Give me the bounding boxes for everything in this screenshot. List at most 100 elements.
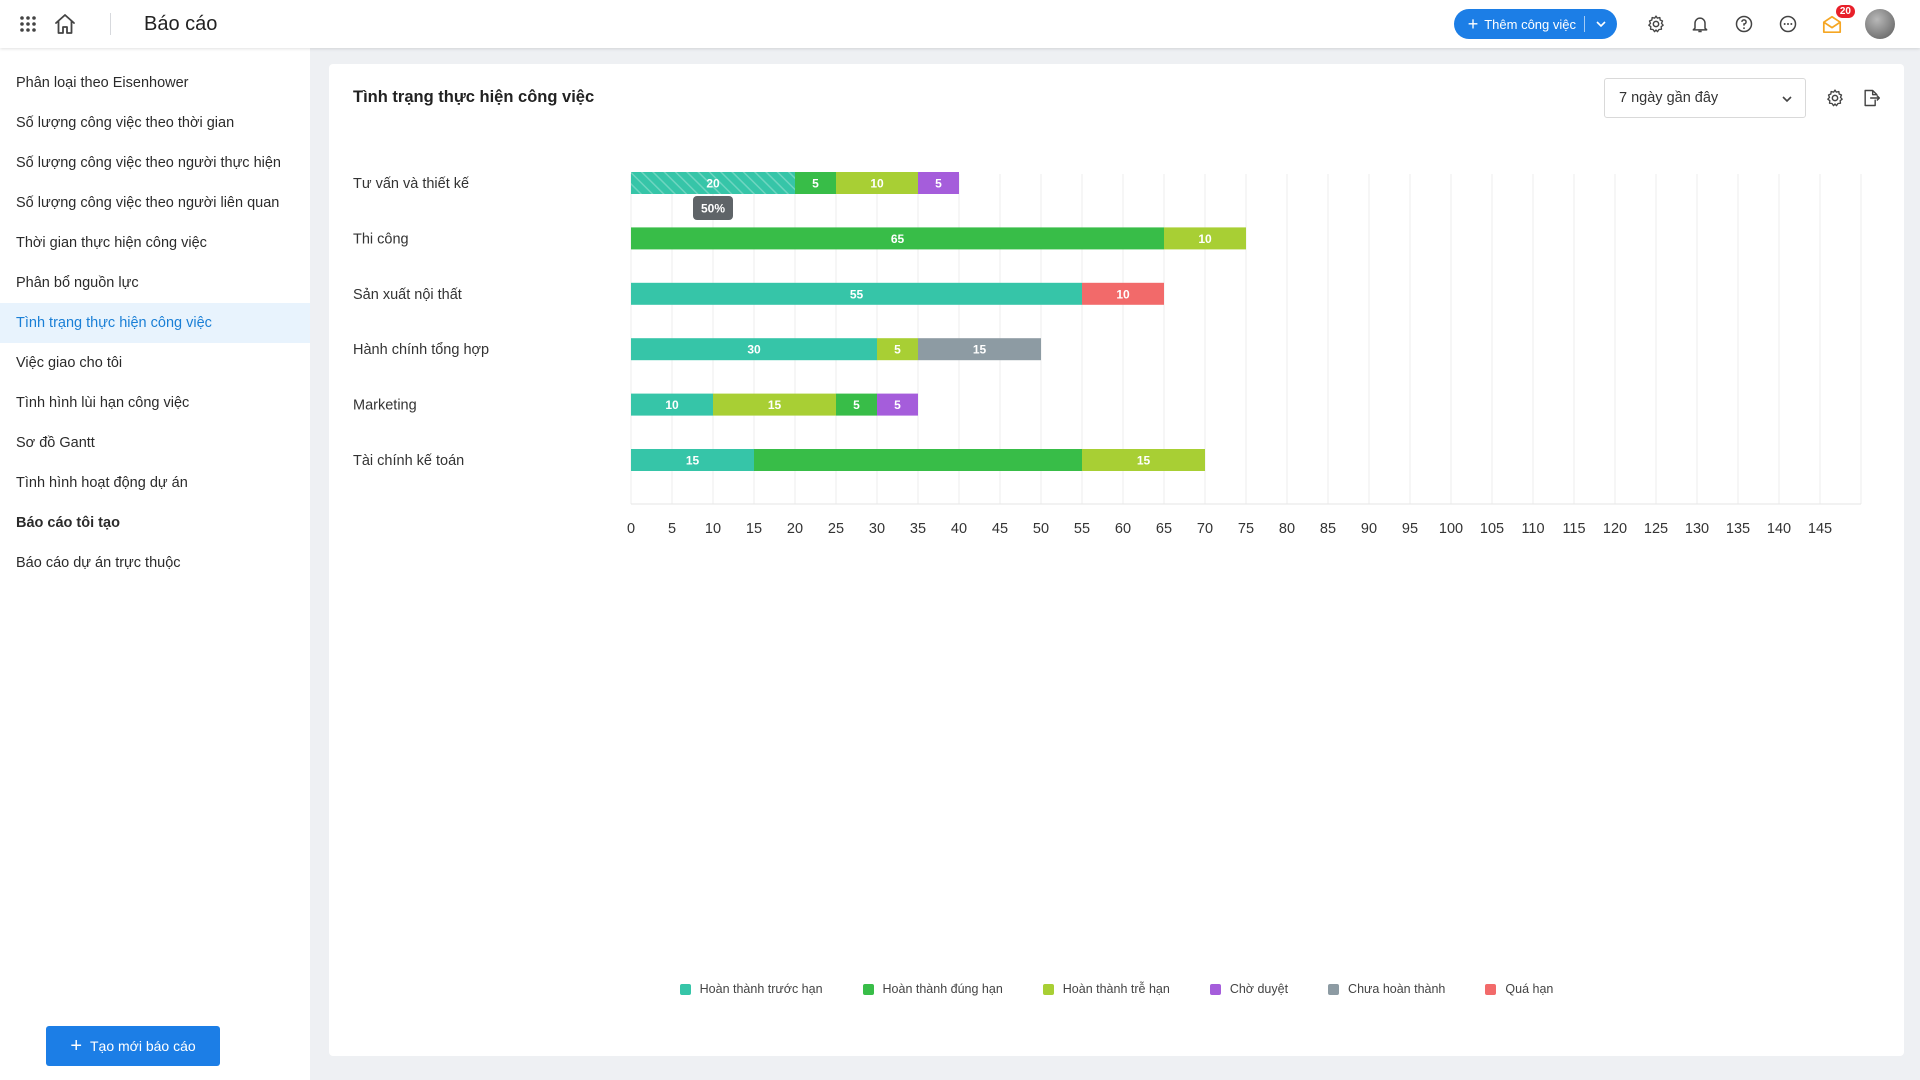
legend-label: Hoàn thành trước hạn bbox=[699, 982, 823, 996]
bar-segment bbox=[795, 172, 836, 194]
more-chat-icon[interactable] bbox=[1773, 9, 1803, 39]
bar-segment bbox=[877, 393, 918, 416]
x-tick-label: 5 bbox=[668, 521, 676, 537]
button-divider bbox=[1584, 16, 1585, 32]
legend-item[interactable]: Chưa hoàn thành bbox=[1328, 982, 1445, 996]
category-label: Tài chính kế toán bbox=[353, 453, 464, 469]
x-tick-label: 105 bbox=[1480, 521, 1504, 537]
bar-segment bbox=[713, 393, 836, 416]
chevron-down-icon bbox=[1781, 91, 1793, 107]
legend-item[interactable]: Hoàn thành trễ hạn bbox=[1042, 982, 1170, 996]
bar-value-label: 55 bbox=[850, 287, 864, 301]
bar-segment bbox=[918, 338, 1041, 361]
sidebar-item[interactable]: Báo cáo tôi tạo bbox=[16, 515, 120, 531]
home-icon[interactable] bbox=[50, 9, 80, 39]
create-report-label: Tạo mới báo cáo bbox=[90, 1038, 196, 1054]
bar-segment bbox=[631, 338, 877, 361]
top-bar: Báo cáo + Thêm công việc 20 bbox=[0, 0, 1920, 48]
bell-icon[interactable] bbox=[1685, 9, 1715, 39]
legend-item[interactable]: Chờ duyệt bbox=[1209, 982, 1289, 996]
sidebar-item[interactable]: Phân bổ nguồn lực bbox=[16, 275, 139, 291]
sidebar-item[interactable]: Thời gian thực hiện công việc bbox=[16, 235, 207, 251]
sidebar-item[interactable]: Việc giao cho tôi bbox=[16, 355, 123, 371]
bar-value-label: 10 bbox=[1116, 287, 1130, 301]
x-tick-label: 100 bbox=[1439, 521, 1463, 537]
x-tick-label: 110 bbox=[1521, 521, 1544, 537]
bar-value-label: 10 bbox=[1198, 232, 1212, 246]
x-tick-label: 80 bbox=[1279, 521, 1295, 537]
status-bar-chart: 0 5 10 15 20 25 30 35 40 45 50 55 60 65 70 75 80 85 90 95 10… bbox=[353, 172, 1862, 537]
legend-swatch bbox=[1485, 983, 1497, 995]
x-tick-label: 55 bbox=[1074, 521, 1090, 537]
sidebar-item[interactable]: Báo cáo dự án trực thuộc bbox=[16, 555, 181, 571]
x-tick-label: 125 bbox=[1644, 521, 1668, 537]
sidebar-item[interactable]: Tình hình hoạt động dự án bbox=[16, 475, 188, 491]
category-label: Thi công bbox=[353, 231, 409, 247]
bar-segment bbox=[877, 338, 918, 361]
page-title: Báo cáo bbox=[144, 12, 218, 35]
legend-label: Chờ duyệt bbox=[1229, 982, 1289, 996]
sidebar-item[interactable]: Sơ đồ Gantt bbox=[16, 435, 95, 451]
bar-value-label: 20 bbox=[706, 177, 720, 191]
bar-segment bbox=[754, 449, 1082, 471]
sidebar-item[interactable]: Số lượng công việc theo người thực hiện bbox=[16, 155, 281, 171]
apps-grid-icon[interactable] bbox=[13, 9, 43, 39]
bar-value-label: 5 bbox=[894, 398, 901, 412]
sidebar-item[interactable]: Tình trạng thực hiện công việc bbox=[0, 303, 310, 343]
sidebar: Phân loại theo Eisenhower Số lượng công v… bbox=[0, 48, 310, 1080]
create-report-button[interactable]: + Tạo mới báo cáo bbox=[46, 1026, 220, 1066]
chart-settings-icon[interactable] bbox=[1821, 84, 1849, 112]
legend-item[interactable]: Hoàn thành trước hạn bbox=[679, 982, 823, 996]
bar-value-label: 15 bbox=[768, 398, 782, 412]
bar-value-label: 15 bbox=[973, 343, 987, 357]
bar-segment bbox=[631, 227, 1164, 250]
bar-value-label: 15 bbox=[1137, 454, 1151, 468]
legend-swatch bbox=[679, 983, 691, 995]
plus-icon: + bbox=[70, 1035, 82, 1057]
chart-legend: Hoàn thành trước hạn Hoàn thành đúng hạn H… bbox=[329, 982, 1904, 996]
x-tick-label: 20 bbox=[787, 521, 803, 537]
x-tick-label: 65 bbox=[1156, 521, 1172, 537]
category-label: Tư vấn và thiết kế bbox=[353, 176, 469, 192]
inbox-icon[interactable]: 20 bbox=[1817, 5, 1855, 39]
chevron-down-icon[interactable] bbox=[1591, 21, 1611, 27]
add-task-button[interactable]: + Thêm công việc bbox=[1453, 9, 1617, 39]
bar-value-label: 15 bbox=[686, 454, 700, 468]
legend-item[interactable]: Quá hạn bbox=[1485, 982, 1553, 996]
avatar[interactable] bbox=[1865, 9, 1895, 39]
x-tick-label: 30 bbox=[869, 521, 885, 537]
tooltip-box bbox=[693, 196, 733, 220]
export-icon[interactable] bbox=[1857, 84, 1885, 112]
x-tick-label: 60 bbox=[1115, 521, 1131, 537]
date-range-select[interactable]: 7 ngày gần đây bbox=[1604, 78, 1806, 118]
x-tick-label: 40 bbox=[951, 521, 967, 537]
bar-value-label: 5 bbox=[894, 343, 901, 357]
sidebar-item[interactable]: Phân loại theo Eisenhower bbox=[16, 75, 189, 91]
bar-value-label: 5 bbox=[853, 398, 860, 412]
bar-segment bbox=[631, 449, 754, 471]
bar-segment bbox=[1082, 449, 1205, 471]
sidebar-item[interactable]: Số lượng công việc theo thời gian bbox=[16, 115, 235, 131]
x-tick-label: 10 bbox=[705, 521, 721, 537]
x-tick-label: 135 bbox=[1726, 521, 1750, 537]
bar-value-label: 10 bbox=[870, 177, 884, 191]
bar-segment bbox=[631, 172, 795, 194]
x-tick-label: 120 bbox=[1603, 521, 1627, 537]
x-tick-label: 0 bbox=[627, 521, 635, 537]
legend-label: Quá hạn bbox=[1505, 982, 1554, 996]
plus-icon: + bbox=[1467, 14, 1479, 34]
x-tick-label: 35 bbox=[910, 521, 926, 537]
bar-segment bbox=[918, 172, 959, 194]
bar-segment bbox=[1164, 227, 1246, 250]
legend-item[interactable]: Hoàn thành đúng hạn bbox=[862, 982, 1003, 996]
add-task-label: Thêm công việc bbox=[1484, 16, 1576, 32]
sidebar-item[interactable]: Số lượng công việc theo người liên quan bbox=[16, 195, 280, 211]
legend-swatch bbox=[862, 983, 874, 995]
x-tick-label: 75 bbox=[1238, 521, 1254, 537]
settings-gear-icon[interactable] bbox=[1641, 9, 1671, 39]
help-icon[interactable] bbox=[1729, 9, 1759, 39]
legend-label: Chưa hoàn thành bbox=[1348, 982, 1446, 996]
x-tick-label: 115 bbox=[1562, 521, 1585, 537]
sidebar-item[interactable]: Tình hình lùi hạn công việc bbox=[16, 395, 190, 411]
notification-badge: 20 bbox=[1835, 5, 1855, 18]
